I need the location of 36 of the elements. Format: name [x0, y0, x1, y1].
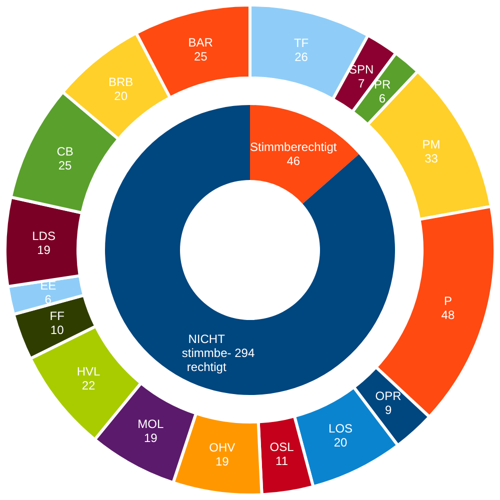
- data-label: 19: [215, 454, 230, 468]
- slice-label: CB: [56, 144, 74, 159]
- donut-slice: [250, 105, 359, 204]
- slice-label: OSL: [270, 440, 294, 454]
- slice-label: Stimmberechtigt: [250, 140, 338, 154]
- slice-label: OHV: [209, 440, 236, 454]
- data-label: 48: [441, 308, 455, 322]
- slice-label: PM: [422, 137, 440, 152]
- data-label: 10: [50, 323, 64, 338]
- data-label: 25: [58, 158, 72, 173]
- data-label: 46: [286, 154, 300, 168]
- data-label: 33: [424, 151, 438, 166]
- data-label: 20: [334, 435, 348, 450]
- slice-label: MOL: [138, 416, 164, 431]
- slice-label: FF: [50, 309, 64, 324]
- data-label: 294: [234, 346, 255, 360]
- slice-label: OPR: [375, 389, 402, 404]
- data-label: 22: [82, 378, 96, 392]
- slice-label: LOS: [328, 421, 353, 436]
- slice-label: BRB: [108, 75, 134, 90]
- data-label: 7: [358, 76, 366, 90]
- slice-label: TF: [294, 36, 309, 50]
- slice-label: P: [444, 294, 452, 308]
- slice-label: BAR: [188, 36, 214, 50]
- data-label: 6: [378, 92, 386, 106]
- slice-label: NICHT stimmbe- rechtigt: [182, 332, 232, 374]
- data-label: 6: [44, 292, 52, 307]
- data-label: 25: [194, 50, 208, 64]
- slice-label: LDS: [32, 229, 56, 244]
- data-label: 19: [144, 430, 158, 445]
- data-label: 26: [294, 50, 308, 64]
- data-label: 19: [37, 243, 51, 258]
- data-label: 20: [114, 89, 128, 104]
- data-label: 9: [384, 403, 392, 418]
- data-label: 11: [276, 454, 288, 468]
- slice-label: HVL: [76, 364, 101, 378]
